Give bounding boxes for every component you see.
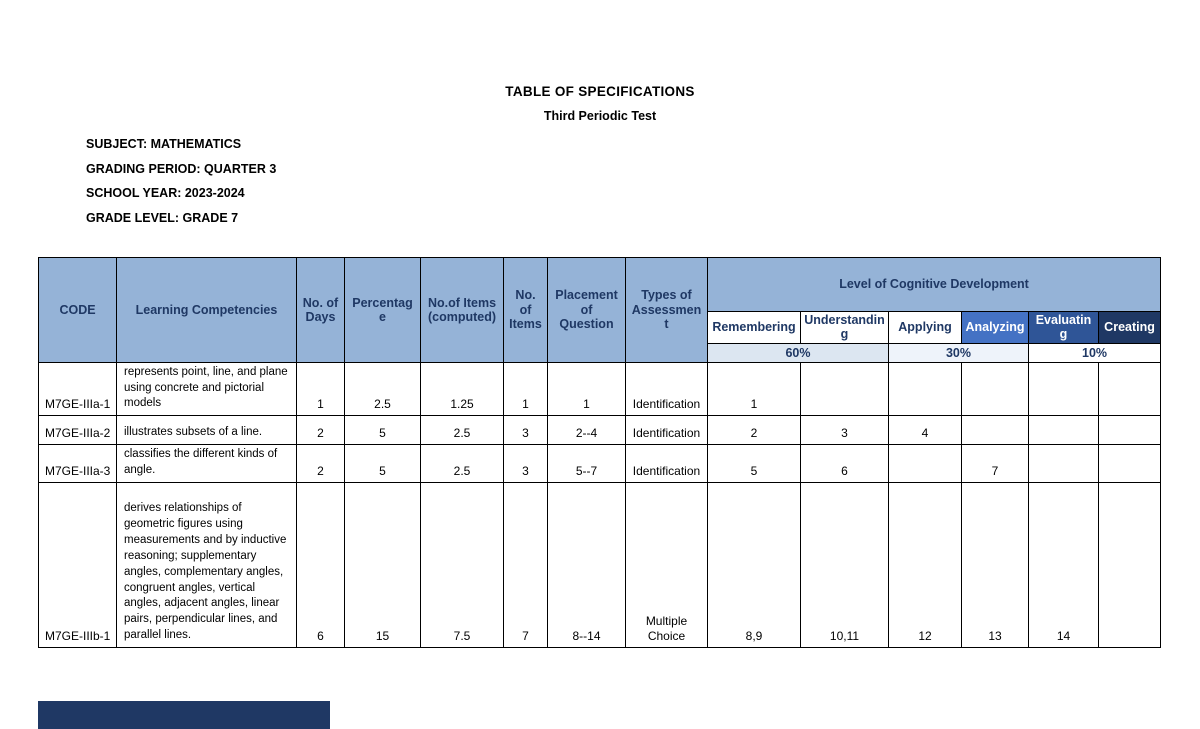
col-header-percentage: Percentage <box>344 257 421 363</box>
code-cell: M7GE-IIIa-3 <box>38 444 117 484</box>
col-header-understanding: Understanding <box>800 311 889 344</box>
days-cell: 1 <box>296 361 345 417</box>
level-understanding-cell: 10,11 <box>800 482 889 649</box>
competency-cell: illustrates subsets of a line. <box>116 415 297 446</box>
grade-level-line: GRADE LEVEL: GRADE 7 <box>86 210 239 225</box>
items-cell: 1 <box>503 361 548 417</box>
level-analyzing-cell: 7 <box>961 444 1029 484</box>
table-row: M7GE-IIIb-1 derives relationships of geo… <box>38 482 1162 649</box>
level-creating-cell <box>1097 482 1162 649</box>
assessment-cell: Identification <box>625 444 708 484</box>
code-cell: M7GE-IIIa-2 <box>38 415 117 446</box>
items-computed-cell: 2.5 <box>420 415 504 446</box>
level-evaluating-cell <box>1028 361 1099 417</box>
items-cell: 7 <box>503 482 548 649</box>
col-header-code: CODE <box>38 257 117 363</box>
col-header-evaluating: Evaluating <box>1028 311 1099 344</box>
level-applying-cell: 4 <box>888 415 962 446</box>
next-table-header-bar <box>38 701 330 729</box>
col-header-applying: Applying <box>888 311 962 344</box>
level-remembering-cell: 8,9 <box>707 482 801 649</box>
assessment-cell: Identification <box>625 415 708 446</box>
col-header-no-of-days: No. of Days <box>296 257 345 363</box>
header-row-percent-bands: 60% 30% 10% <box>39 342 1162 363</box>
code-cell: M7GE-IIIa-1 <box>38 361 117 417</box>
competency-cell: classifies the different kinds of angle. <box>116 444 297 484</box>
competency-cell: represents point, line, and plane using … <box>116 361 297 417</box>
page-title: TABLE OF SPECIFICATIONS <box>505 84 695 99</box>
level-applying-cell <box>888 444 962 484</box>
table-row: M7GE-IIIa-3 classifies the different kin… <box>38 444 1162 484</box>
items-computed-cell: 2.5 <box>420 444 504 484</box>
level-analyzing-cell <box>961 361 1029 417</box>
level-remembering-cell: 1 <box>707 361 801 417</box>
items-cell: 3 <box>503 444 548 484</box>
col-header-no-of-items: No. of Items <box>503 257 548 363</box>
percent-band-30: 30% <box>888 342 1029 363</box>
level-understanding-cell: 3 <box>800 415 889 446</box>
col-header-cognitive-development: Level of Cognitive Development <box>706 257 1162 312</box>
level-applying-cell <box>888 361 962 417</box>
level-remembering-cell: 2 <box>707 415 801 446</box>
percent-band-60: 60% <box>707 342 889 363</box>
items-computed-cell: 1.25 <box>420 361 504 417</box>
placement-cell: 8--14 <box>547 482 626 649</box>
placement-cell: 5--7 <box>547 444 626 484</box>
table-row: M7GE-IIIa-2 illustrates subsets of a lin… <box>38 415 1162 446</box>
header-row-main: CODE Learning Competencies No. of Days P… <box>38 257 1162 363</box>
days-cell: 2 <box>296 444 345 484</box>
col-header-analyzing: Analyzing <box>961 311 1029 344</box>
table-of-specifications: CODE Learning Competencies No. of Days P… <box>38 257 1162 649</box>
percentage-cell: 5 <box>344 415 421 446</box>
level-applying-cell: 12 <box>888 482 962 649</box>
percentage-cell: 5 <box>344 444 421 484</box>
competency-cell: derives relationships of geometric figur… <box>116 482 297 649</box>
document-meta: SUBJECT: MATHEMATICS GRADING PERIOD: QUA… <box>86 132 276 230</box>
percentage-cell: 2.5 <box>344 361 421 417</box>
col-header-learning-competencies: Learning Competencies <box>116 257 297 363</box>
grading-period-line: GRADING PERIOD: QUARTER 3 <box>86 161 277 176</box>
level-remembering-cell: 5 <box>707 444 801 484</box>
col-header-assessment-type: Types of Assessment <box>625 257 708 363</box>
code-cell: M7GE-IIIb-1 <box>38 482 117 649</box>
items-computed-cell: 7.5 <box>420 482 504 649</box>
level-understanding-cell <box>800 361 889 417</box>
level-creating-cell <box>1097 444 1162 484</box>
level-analyzing-cell: 13 <box>961 482 1029 649</box>
page-subtitle: Third Periodic Test <box>543 109 657 123</box>
items-cell: 3 <box>503 415 548 446</box>
col-header-remembering: Remembering <box>707 311 801 344</box>
level-evaluating-cell <box>1028 444 1099 484</box>
level-evaluating-cell: 14 <box>1028 482 1099 649</box>
placement-cell: 2--4 <box>547 415 626 446</box>
level-understanding-cell: 6 <box>800 444 889 484</box>
assessment-cell: Identification <box>625 361 708 417</box>
header-row-cognitive-levels: Remembering Understanding Applying Analy… <box>39 311 1162 344</box>
level-evaluating-cell <box>1028 415 1099 446</box>
col-header-creating: Creating <box>1097 311 1162 344</box>
days-cell: 6 <box>296 482 345 649</box>
school-year-line: SCHOOL YEAR: 2023-2024 <box>86 186 245 200</box>
table-row: M7GE-IIIa-1 represents point, line, and … <box>38 361 1162 417</box>
assessment-cell: Multiple Choice <box>625 482 708 649</box>
level-creating-cell <box>1097 361 1162 417</box>
placement-cell: 1 <box>547 361 626 417</box>
level-creating-cell <box>1097 415 1162 446</box>
percentage-cell: 15 <box>344 482 421 649</box>
level-analyzing-cell <box>961 415 1029 446</box>
col-header-placement: Placement of Question <box>547 257 626 363</box>
subject-line: SUBJECT: MATHEMATICS <box>86 137 242 151</box>
col-header-items-computed: No.of Items (computed) <box>420 257 504 363</box>
days-cell: 2 <box>296 415 345 446</box>
percent-band-10: 10% <box>1027 342 1162 363</box>
